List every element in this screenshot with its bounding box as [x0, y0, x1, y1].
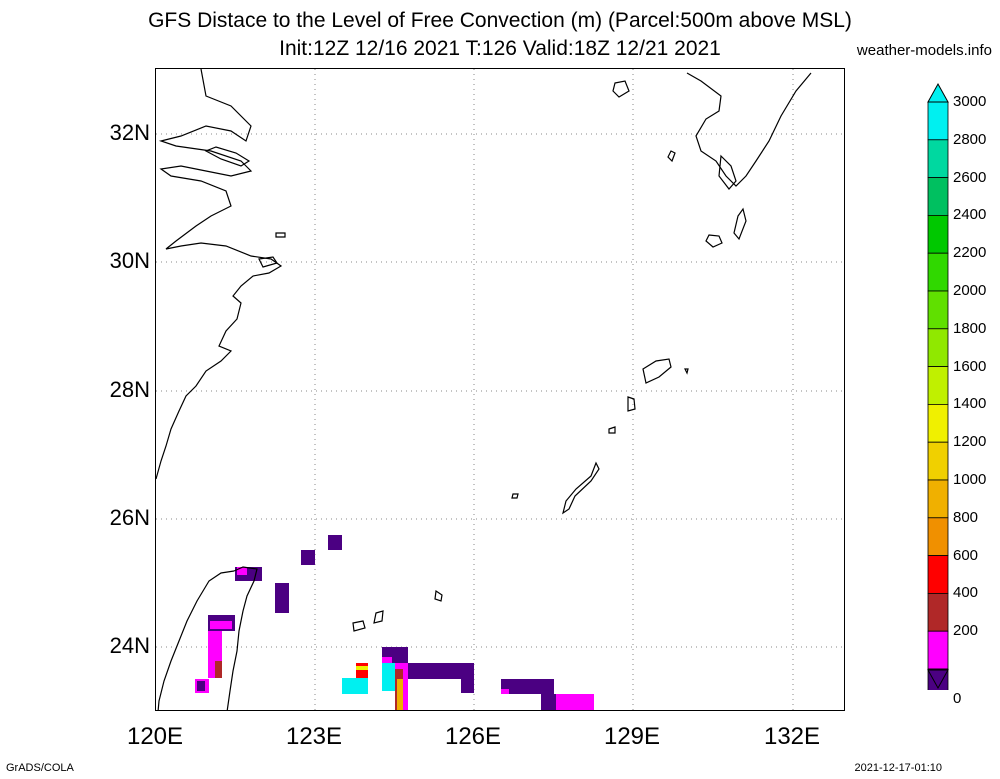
- colorbar-label: 2000: [953, 282, 987, 299]
- goto-islands: [612, 80, 630, 98]
- colorbar-cell: [927, 517, 949, 556]
- grid-lines: [156, 69, 844, 710]
- china-coast: [156, 69, 283, 480]
- tanegashima: [733, 207, 747, 241]
- taiwan-coast: [157, 566, 258, 710]
- colorbar-label: 2200: [953, 244, 987, 262]
- lat-label-28n: 28N: [109, 377, 150, 402]
- map-panel: [155, 68, 845, 711]
- map-canvas: [156, 69, 844, 710]
- lat-label-32n: 32N: [109, 120, 150, 145]
- colorbar-cell: [927, 630, 949, 670]
- colorbar-bottom-arrow: [927, 669, 949, 690]
- colorbar-cell: [927, 101, 949, 141]
- colorbar-cell: [927, 214, 949, 254]
- colorbar-cell: [927, 555, 949, 594]
- colorbar-cell: [927, 441, 949, 481]
- okinawa: [562, 461, 600, 515]
- koshiki: [667, 150, 676, 163]
- colorbar-label: 400: [953, 584, 979, 602]
- colorbar-cell: [927, 592, 949, 632]
- colorbar-cell: [927, 366, 949, 405]
- colorbar-label: 2800: [953, 130, 987, 148]
- footer-right: 2021-12-17-01:10: [854, 762, 942, 774]
- chart-title: GFS Distace to the Level of Free Convect…: [148, 9, 852, 32]
- colorbar-label: 1400: [953, 395, 987, 413]
- colorbar-label: 2600: [953, 168, 987, 186]
- lat-label-30n: 30N: [109, 248, 150, 273]
- lfc-shading: [195, 535, 594, 710]
- kyushu-bay: [718, 154, 737, 190]
- colorbar-cell: [927, 290, 949, 330]
- colorbar-label: 1200: [953, 433, 987, 451]
- iriomote: [352, 620, 366, 632]
- lon-label-129e: 129E: [603, 723, 661, 750]
- colorbar-label: 1600: [953, 357, 987, 375]
- lat-label-24n: 24N: [109, 633, 150, 658]
- kume-island: [511, 493, 519, 499]
- colorbar-cell: [927, 403, 949, 443]
- colorbar-label: 600: [953, 546, 979, 564]
- colorbar-top-arrow: [927, 82, 949, 103]
- tokunoshima: [627, 396, 636, 412]
- colorbar-label: 800: [953, 508, 979, 526]
- coastlines: [156, 69, 812, 710]
- footer-left: GrADS/COLA: [6, 762, 74, 774]
- lon-label-120e: 120E: [126, 723, 184, 750]
- colorbar-cell: [927, 328, 949, 368]
- colorbar-cells: [927, 101, 949, 690]
- okinoerabu: [608, 426, 616, 434]
- yakushima: [705, 234, 723, 248]
- colorbar: [927, 82, 949, 690]
- colorbar-label: 3000: [953, 93, 987, 110]
- lat-label-26n: 26N: [109, 505, 150, 530]
- tokara-1: [684, 368, 689, 375]
- ishigaki: [373, 610, 384, 624]
- colorbar-cell: [927, 177, 949, 216]
- miyako: [434, 589, 443, 602]
- lon-label-132e: 132E: [763, 723, 821, 750]
- colorbar-label: 2400: [953, 206, 987, 224]
- colorbar-label: 1000: [953, 471, 987, 488]
- colorbar-cell: [927, 479, 949, 519]
- yangtze-estuary: [204, 146, 251, 167]
- colorbar-label: 1800: [953, 319, 987, 337]
- colorbar-label: 0: [953, 690, 962, 707]
- lon-label-123e: 123E: [285, 723, 343, 750]
- chart-subtitle: Init:12Z 12/16 2021 T:126 Valid:18Z 12/2…: [279, 37, 721, 60]
- zhejiang-isl: [275, 232, 286, 238]
- colorbar-cell: [927, 139, 949, 178]
- colorbar-label: 200: [953, 622, 979, 640]
- kyushu-coast: [686, 72, 812, 187]
- colorbar-cell: [927, 252, 949, 292]
- lon-label-126e: 126E: [444, 723, 502, 750]
- zhoushan: [258, 256, 278, 268]
- amami-oshima: [642, 358, 672, 384]
- site-credit: weather-models.info: [856, 42, 992, 59]
